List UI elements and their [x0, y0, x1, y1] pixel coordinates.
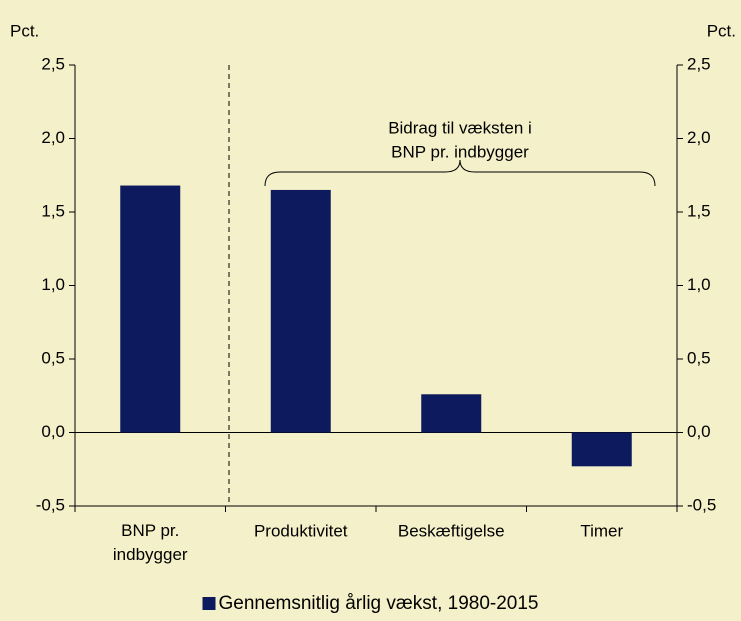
x-tick-label-line: indbygger	[113, 545, 188, 564]
bar	[421, 394, 482, 433]
legend-label: Gennemsnitlig årlig vækst, 1980-2015	[218, 593, 538, 614]
y2-tick-label: 0,0	[687, 422, 711, 441]
x-tick-label: Beskæftigelse	[398, 521, 505, 540]
y2-tick-label: 1,5	[687, 201, 711, 220]
annotation: BNP pr. indbygger	[391, 142, 529, 161]
x-tick-label: BNP pr. indbygger	[113, 521, 188, 564]
y2-tick-label: 0,5	[687, 348, 711, 367]
y2-axis-label: Pct.	[707, 21, 736, 40]
y-tick-label: 0,5	[41, 348, 65, 367]
annotation: Bidrag til væksten i	[388, 118, 532, 137]
legend-swatch	[202, 597, 216, 610]
y-tick-label: 2,5	[41, 54, 65, 73]
y2-tick-label: 1,0	[687, 275, 711, 294]
bar	[270, 189, 331, 433]
y-tick-label: 1,0	[41, 275, 65, 294]
y-tick-label: -0,5	[36, 495, 65, 514]
y2-tick-label: -0,5	[687, 495, 716, 514]
brace	[264, 159, 656, 187]
bar	[120, 185, 181, 433]
y-tick-label: 2,0	[41, 128, 65, 147]
y2-tick-label: 2,5	[687, 54, 711, 73]
x-tick-label: Timer	[580, 521, 623, 540]
y-axis-label: Pct.	[10, 21, 39, 40]
y-tick-label: 0,0	[41, 422, 65, 441]
bar	[571, 432, 632, 467]
y2-tick-label: 2,0	[687, 128, 711, 147]
x-tick-label-line: BNP pr.	[121, 521, 179, 540]
y-tick-label: 1,5	[41, 201, 65, 220]
x-tick-label: Produktivitet	[254, 521, 348, 540]
